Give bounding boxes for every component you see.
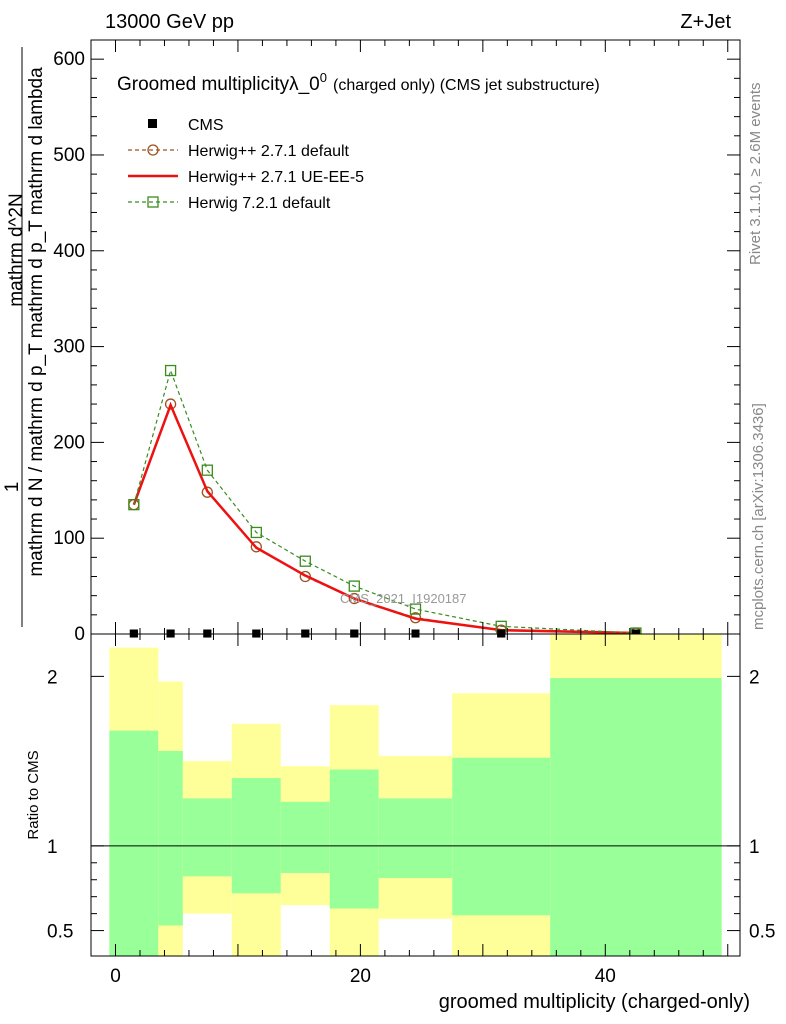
- legend-herwigpp-ue-ee-5-label: Herwig++ 2.7.1 UE-EE-5: [188, 169, 364, 186]
- ratio-band-green-2: [182, 798, 232, 877]
- header-process-label: Z+Jet: [680, 11, 731, 33]
- point-herwigpp-default-4: [299, 570, 311, 583]
- main-ytick-label-300: 300: [53, 337, 85, 358]
- series-line-herwig7-default: [133, 368, 636, 634]
- point-herwig7-default-2: [201, 464, 213, 476]
- mcplots-source-label: mcplots.cern.ch [arXiv:1306.3436]: [750, 403, 767, 630]
- point-herwigpp-default-5: [348, 592, 360, 605]
- xtick-label-40: 40: [595, 966, 616, 987]
- ratio-band-green-3: [231, 778, 281, 894]
- main-y-axis-label: 1 mathrm d N / mathrm d p_T mathrm d p_T…: [2, 47, 47, 627]
- y-axis-label-numerator-dn: mathrm d^2N: [6, 193, 27, 306]
- xtick-label-20: 20: [350, 966, 371, 987]
- watermark: CMS_2021_I1920187: [340, 591, 467, 606]
- main-ytick-label-600: 600: [53, 49, 85, 70]
- legend-item-herwigpp-ue-ee-5: Herwig++ 2.7.1 UE-EE-5: [128, 169, 364, 186]
- plot-title-suffix: (charged only) (CMS jet substructure): [333, 77, 600, 94]
- legend-herwigpp-default-label: Herwig++ 2.7.1 default: [188, 143, 350, 160]
- point-herwigpp-default-2: [201, 486, 213, 498]
- legend-herwigpp-default-marker: [147, 144, 159, 156]
- ratio-x-ticks: 0 20 40: [110, 634, 729, 987]
- series-line-herwigpp-ue-ee-5: [132, 401, 636, 635]
- y-axis-label-denominator: mathrm d N / mathrm d p_T mathrm d p_T m…: [26, 67, 47, 577]
- rivet-version-label: Rivet 3.1.10, ≥ 2.6M events: [747, 83, 764, 266]
- legend-item-cms: CMS: [148, 117, 224, 134]
- header-energy-label: 13000 GeV pp: [105, 11, 234, 33]
- ratio-ytick-label-1: 1: [47, 837, 58, 858]
- ratio-y-ticks: 0.5 0.5 1 1 2 2: [47, 667, 775, 942]
- point-herwigpp-default-1: [164, 398, 177, 410]
- legend-item-herwig7-default: Herwig 7.2.1 default: [128, 195, 331, 212]
- legend-herwig7-default-label: Herwig 7.2.1 default: [188, 195, 331, 212]
- plot-title-main: Groomed multiplicityλ_0: [117, 74, 320, 95]
- legend-cms-label: CMS: [188, 117, 224, 134]
- point-herwig7-default-1: [164, 364, 177, 377]
- ratio-ytick-label-0.5: 0.5: [47, 922, 73, 943]
- point-herwig7-default-5: [348, 580, 360, 592]
- main-ytick-label-0: 0: [74, 624, 85, 645]
- ratio-y-axis-label: Ratio to CMS: [25, 750, 42, 839]
- x-axis-label: groomed multiplicity (charged-only): [439, 991, 750, 1013]
- ratio-bands: [109, 634, 722, 956]
- point-herwig7-default-4: [299, 555, 311, 567]
- main-y-ticks: 0 100 200 300 400 500 600: [53, 49, 740, 645]
- ratio-band-green-4: [280, 801, 330, 873]
- main-ytick-label-400: 400: [53, 241, 85, 262]
- point-herwig7-default-3: [250, 526, 262, 539]
- main-x-ticks: [114, 40, 729, 634]
- plot-title: Groomed multiplicityλ_00 (charged only) (…: [117, 70, 600, 95]
- point-herwigpp-default-3: [250, 541, 262, 553]
- point-herwig7-default-6: [409, 603, 422, 615]
- point-herwig7-default-0: [128, 499, 140, 511]
- ratio-band-green-1: [158, 750, 183, 926]
- ratio-band-green-8: [550, 678, 722, 956]
- ratio-ytick-label-right-2: 2: [749, 667, 760, 688]
- legend: CMS Herwig++ 2.7.1 default Herwig++ 2.7.…: [128, 117, 364, 212]
- ratio-ytick-label-2: 2: [47, 667, 58, 688]
- main-panel: 0 100 200 300 400 500 600 Groomed multiplicity…: [2, 39, 741, 645]
- y-axis-label-numerator: 1: [2, 482, 23, 493]
- ratio-panel: 0.5 0.5 1 1 2 2 0 20 40 Ratio to CMS groomed mu…: [25, 633, 775, 1013]
- legend-cms-marker: [148, 119, 157, 128]
- ratio-band-green-7: [452, 757, 551, 916]
- ratio-panel-frame: [90, 633, 741, 957]
- plot-title-superscript: 0: [320, 70, 327, 85]
- main-ytick-label-200: 200: [53, 432, 85, 453]
- xtick-label-0: 0: [110, 966, 121, 987]
- ratio-ytick-label-right-0.5: 0.5: [749, 922, 775, 943]
- main-ytick-label-500: 500: [53, 145, 85, 166]
- main-ytick-label-100: 100: [53, 528, 85, 549]
- legend-item-herwigpp-default: Herwig++ 2.7.1 default: [128, 143, 350, 160]
- ratio-band-green-0: [109, 730, 159, 956]
- ratio-band-green-5: [329, 769, 379, 909]
- ratio-ytick-label-right-1: 1: [749, 837, 760, 858]
- ratio-band-green-6: [378, 798, 453, 879]
- legend-herwig7-default-marker: [147, 196, 159, 208]
